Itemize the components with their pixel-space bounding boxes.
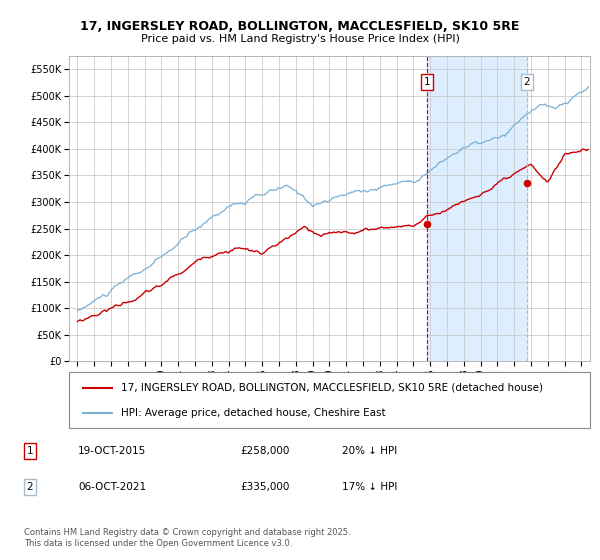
Text: 19-OCT-2015: 19-OCT-2015 — [78, 446, 146, 456]
Text: 06-OCT-2021: 06-OCT-2021 — [78, 482, 146, 492]
Text: 2: 2 — [26, 482, 34, 492]
Text: 1: 1 — [424, 77, 430, 87]
Text: £258,000: £258,000 — [240, 446, 289, 456]
Text: HPI: Average price, detached house, Cheshire East: HPI: Average price, detached house, Ches… — [121, 408, 386, 418]
Text: Price paid vs. HM Land Registry's House Price Index (HPI): Price paid vs. HM Land Registry's House … — [140, 34, 460, 44]
Text: 17, INGERSLEY ROAD, BOLLINGTON, MACCLESFIELD, SK10 5RE: 17, INGERSLEY ROAD, BOLLINGTON, MACCLESF… — [80, 20, 520, 32]
Text: 2: 2 — [524, 77, 530, 87]
Text: £335,000: £335,000 — [240, 482, 289, 492]
Text: 17, INGERSLEY ROAD, BOLLINGTON, MACCLESFIELD, SK10 5RE (detached house): 17, INGERSLEY ROAD, BOLLINGTON, MACCLESF… — [121, 382, 543, 393]
Point — [522, 179, 532, 188]
Text: 1: 1 — [26, 446, 34, 456]
Text: 17% ↓ HPI: 17% ↓ HPI — [342, 482, 397, 492]
Point — [422, 220, 431, 228]
Text: 20% ↓ HPI: 20% ↓ HPI — [342, 446, 397, 456]
FancyBboxPatch shape — [69, 372, 590, 428]
Bar — [427, 56, 527, 361]
Text: Contains HM Land Registry data © Crown copyright and database right 2025.
This d: Contains HM Land Registry data © Crown c… — [24, 528, 350, 548]
